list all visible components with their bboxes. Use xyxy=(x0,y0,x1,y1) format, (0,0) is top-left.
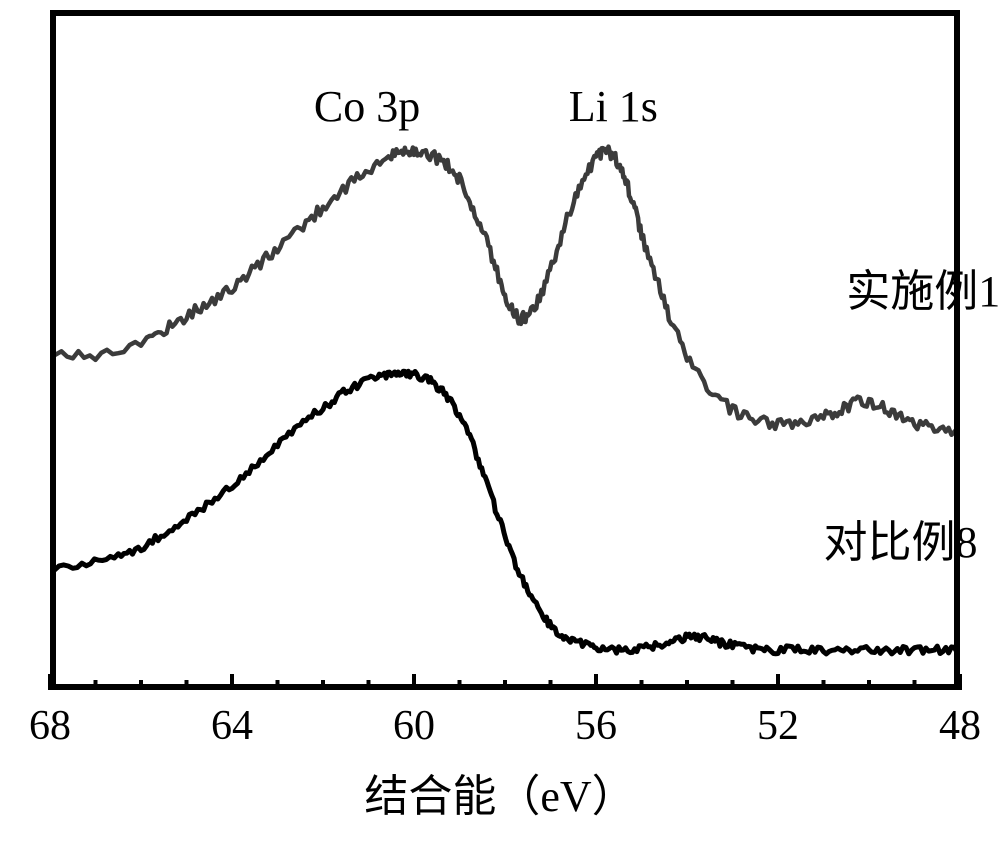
x-tick-label: 64 xyxy=(211,702,253,750)
x-tick-label: 60 xyxy=(393,702,435,750)
x-tick-label: 56 xyxy=(575,702,617,750)
x-tick-label: 68 xyxy=(29,702,71,750)
x-axis-label: 结合能（eV） xyxy=(0,760,1000,824)
peak-label-li1s: Li 1s xyxy=(569,81,658,132)
x-tick-label: 52 xyxy=(757,702,799,750)
peak-label-co3p: Co 3p xyxy=(314,81,420,132)
series-label-example1: 实施例1 xyxy=(846,255,1000,319)
chart-svg xyxy=(0,0,1000,841)
series-label-compare8: 对比例8 xyxy=(824,506,978,570)
spectrum-line-实施例1 xyxy=(50,147,960,435)
x-tick-label: 48 xyxy=(939,702,981,750)
